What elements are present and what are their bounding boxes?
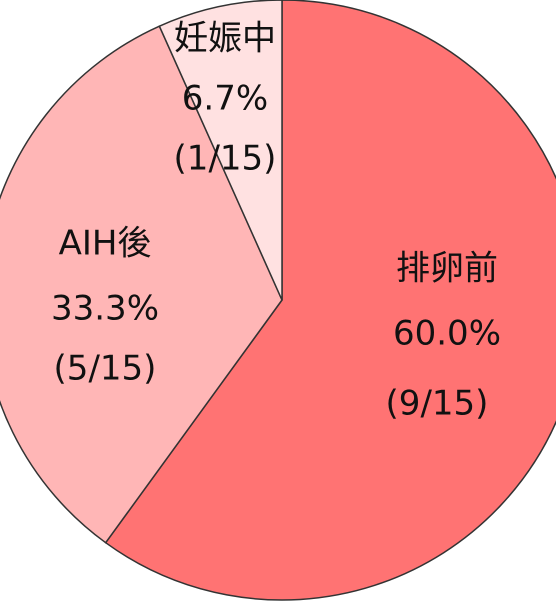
value-label: 33.3% bbox=[51, 289, 159, 329]
fraction-label: (1/15) bbox=[174, 139, 277, 179]
slice-label: 妊娠中 bbox=[174, 19, 276, 59]
pie-slice bbox=[158, 0, 283, 301]
slice-label: 排卵前 bbox=[396, 249, 498, 289]
value-label: 60.0% bbox=[393, 314, 501, 354]
value-label: 6.7% bbox=[182, 79, 268, 119]
fraction-label: (5/15) bbox=[54, 349, 157, 389]
pie-slice bbox=[104, 0, 556, 601]
slice-label: AIH後 bbox=[59, 224, 152, 264]
pie-slice bbox=[0, 25, 283, 544]
fraction-label: (9/15) bbox=[386, 384, 489, 424]
